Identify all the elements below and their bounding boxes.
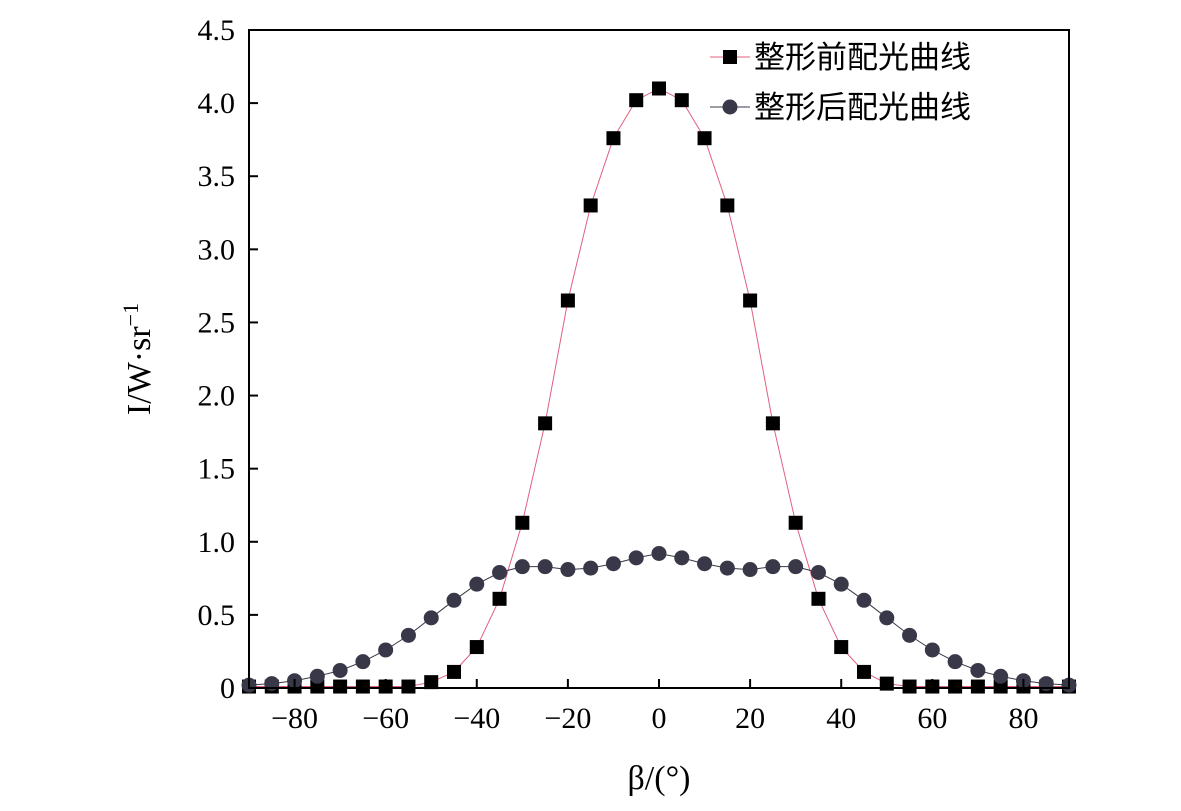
series-2-point <box>765 559 781 575</box>
series-2-point <box>856 592 872 608</box>
series-1-point <box>811 591 826 606</box>
series-1-point <box>993 679 1008 694</box>
series-line-2 <box>248 552 1070 686</box>
legend-marker-square <box>723 50 737 64</box>
x-tick-label: −60 <box>362 702 409 735</box>
x-tick-label: 60 <box>917 702 947 735</box>
series-1-point <box>948 679 963 694</box>
series-1-point <box>902 679 917 694</box>
series-line-1 <box>249 87 1069 687</box>
y-tick-label: 1.0 <box>198 526 236 559</box>
series-1-point <box>333 679 348 694</box>
series-1-point <box>652 81 666 96</box>
x-tick-label: 20 <box>735 702 765 735</box>
x-tick-label: 40 <box>826 702 856 735</box>
series-2-point <box>810 564 826 580</box>
series-1-point <box>538 416 553 431</box>
x-tick-label: −20 <box>544 702 591 735</box>
legend-label-1: 整形前配光曲线 <box>754 40 971 76</box>
y-axis-title-main: I/W·sr <box>121 326 158 415</box>
series-1-point <box>355 679 370 694</box>
series-1-point <box>857 664 871 679</box>
series-1-point <box>469 640 484 655</box>
series-2-point <box>469 576 485 592</box>
series-2-point <box>833 576 849 592</box>
x-tick-label: −40 <box>453 702 500 735</box>
series-1-point <box>515 515 530 530</box>
series-2-point <box>902 627 918 643</box>
series-2-point <box>605 556 621 572</box>
legend-marker-circle <box>722 99 738 115</box>
series-1-point <box>834 640 849 655</box>
series-1-point <box>424 675 439 690</box>
y-tick-label: 1.5 <box>198 453 236 486</box>
series-1-point <box>401 679 416 694</box>
series-2-point <box>583 560 599 576</box>
x-tick-label: 80 <box>1008 702 1038 735</box>
series-1-point <box>310 679 325 694</box>
y-tick-label: 4.0 <box>198 87 236 120</box>
series-2-point <box>400 627 416 643</box>
series-1-point <box>720 198 735 213</box>
x-tick-label: 0 <box>652 702 667 735</box>
y-tick-label: 0 <box>220 672 235 705</box>
legend-label-2: 整形后配光曲线 <box>754 90 971 126</box>
series-2-point <box>993 668 1009 684</box>
series-2-point <box>879 610 895 626</box>
series-2-point <box>514 559 530 575</box>
series-2-point <box>674 550 690 566</box>
y-tick-label: 0.5 <box>198 599 236 632</box>
y-tick-label: 2.0 <box>198 380 236 413</box>
y-tick-label: 3.0 <box>198 233 236 266</box>
series-1-point <box>447 664 461 679</box>
y-axis-title-superscript: −1 <box>118 303 143 326</box>
series-2-point <box>423 610 439 626</box>
series-1-point <box>697 131 712 146</box>
series-2-point <box>446 592 462 608</box>
series-2-point <box>537 559 553 575</box>
series-1-point <box>629 93 644 108</box>
series-2-point <box>492 564 508 580</box>
series-2-point <box>355 654 371 670</box>
series-1-point <box>560 293 575 308</box>
series-2-point <box>378 642 394 658</box>
x-tick-label: −80 <box>271 702 318 735</box>
series-2-point <box>332 662 348 678</box>
series-1-point <box>583 198 598 213</box>
series-1-point <box>674 93 689 108</box>
series-1-point <box>606 131 621 146</box>
series-2-point <box>924 642 940 658</box>
plot-frame <box>248 29 1070 689</box>
series-2-point <box>628 550 644 566</box>
series-1-point <box>743 293 758 308</box>
series-2-point <box>788 559 804 575</box>
series-2-point <box>970 662 986 678</box>
series-2-point <box>560 562 576 578</box>
series-2-point <box>309 668 325 684</box>
y-tick-label: 2.5 <box>198 306 236 339</box>
series-2-point <box>947 654 963 670</box>
y-axis-title: I/W·sr−1 <box>118 303 158 415</box>
series-1-point <box>970 679 985 694</box>
series-2-point <box>719 560 735 576</box>
series-2-point <box>697 556 713 572</box>
series-layer <box>241 81 1077 694</box>
y-tick-label: 4.5 <box>198 14 236 47</box>
x-axis-title: β/(°) <box>628 760 691 797</box>
series-1-point <box>788 515 803 530</box>
series-1-point <box>492 591 507 606</box>
series-2-point <box>651 545 667 561</box>
y-tick-label: 3.5 <box>198 160 236 193</box>
ticks-layer: −80 −60 −40 −20 0 20 40 60 80 0 0.5 1.0 1.5 2.0 2.5 3.0… <box>198 14 1039 735</box>
series-1-point <box>765 416 780 431</box>
series-2-point <box>742 562 758 578</box>
